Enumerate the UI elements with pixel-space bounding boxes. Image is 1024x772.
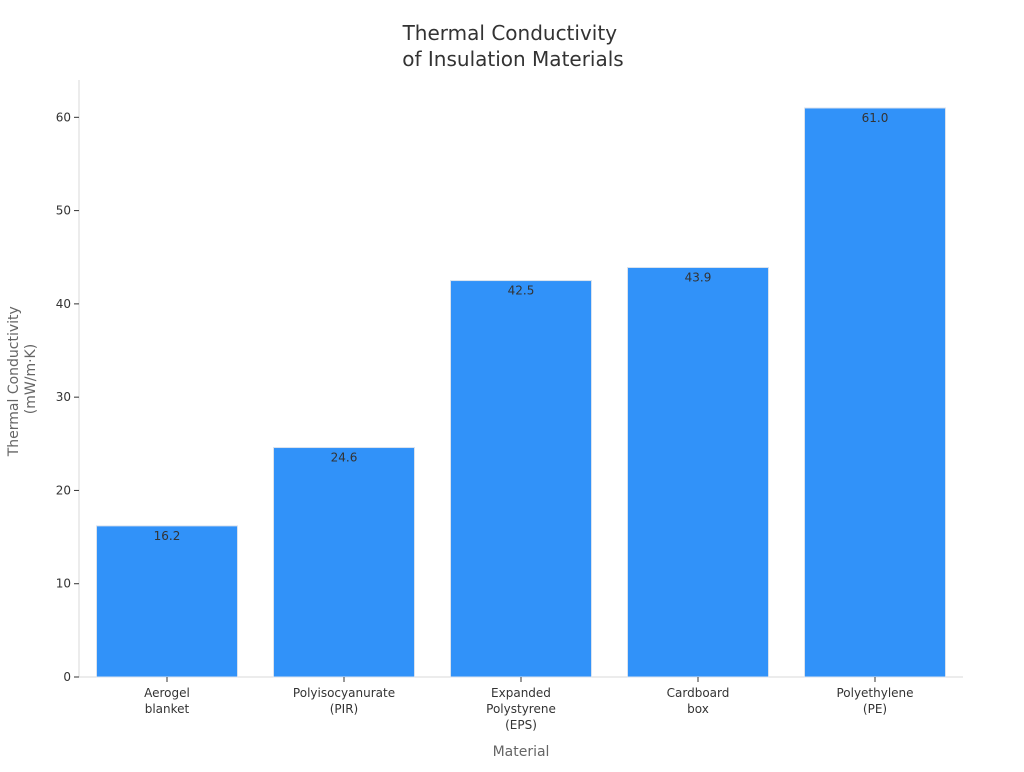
bar-data-label: 61.0 (862, 111, 889, 125)
x-tick-label-line: (PIR) (330, 702, 358, 716)
y-tick-label: 0 (63, 670, 71, 684)
x-tick-label-line: Expanded (491, 686, 551, 700)
x-tick-label-line: box (687, 702, 709, 716)
y-tick-label: 20 (56, 483, 71, 497)
y-axis-label-line-1: Thermal Conductivity (6, 306, 22, 457)
y-axis-label-line-2: (mW/m·K) (23, 344, 39, 414)
bar-data-label: 42.5 (508, 284, 535, 298)
y-tick-label: 60 (56, 110, 71, 124)
chart-title: Thermal Conductivity of Insulation Mater… (402, 21, 624, 71)
x-tick-label: Expanded Polystyrene (EPS) (486, 686, 556, 732)
y-tick-label: 50 (56, 204, 71, 218)
x-tick-label-line: Polyisocyanurate (293, 686, 395, 700)
bar (96, 525, 238, 678)
plot-area: 0 10 20 30 40 50 60 16.2 Aerogel blanket 24.6 Polyi… (56, 80, 963, 732)
bar (450, 280, 592, 678)
y-axis-label: Thermal Conductivity (mW/m·K) (6, 302, 39, 458)
x-tick-label-line: (PE) (863, 702, 887, 716)
bar-data-label: 16.2 (154, 529, 181, 543)
bar (273, 447, 415, 678)
x-tick-label: Cardboard box (667, 686, 730, 716)
x-tick-label-line: Cardboard (667, 686, 730, 700)
x-axis-label: Material (493, 744, 550, 760)
x-tick-label-line: Polystyrene (486, 702, 556, 716)
y-tick-label: 10 (56, 577, 71, 591)
x-tick-label: Polyethylene (PE) (836, 686, 913, 716)
bar-data-label: 24.6 (331, 451, 358, 465)
x-tick-label-line: Polyethylene (836, 686, 913, 700)
y-tick-label: 30 (56, 390, 71, 404)
chart-title-line-1: Thermal Conductivity (402, 21, 618, 45)
y-tick-label: 40 (56, 297, 71, 311)
bar (627, 266, 769, 678)
x-tick-label-line: blanket (145, 702, 190, 716)
x-tick-label: Aerogel blanket (144, 686, 190, 716)
chart-title-line-2: of Insulation Materials (402, 47, 623, 71)
bar-data-label: 43.9 (685, 270, 712, 284)
x-tick-label: Polyisocyanurate (PIR) (293, 686, 395, 716)
x-tick-label-line: (EPS) (505, 718, 537, 732)
bar (804, 107, 946, 678)
x-tick-label-line: Aerogel (144, 686, 190, 700)
